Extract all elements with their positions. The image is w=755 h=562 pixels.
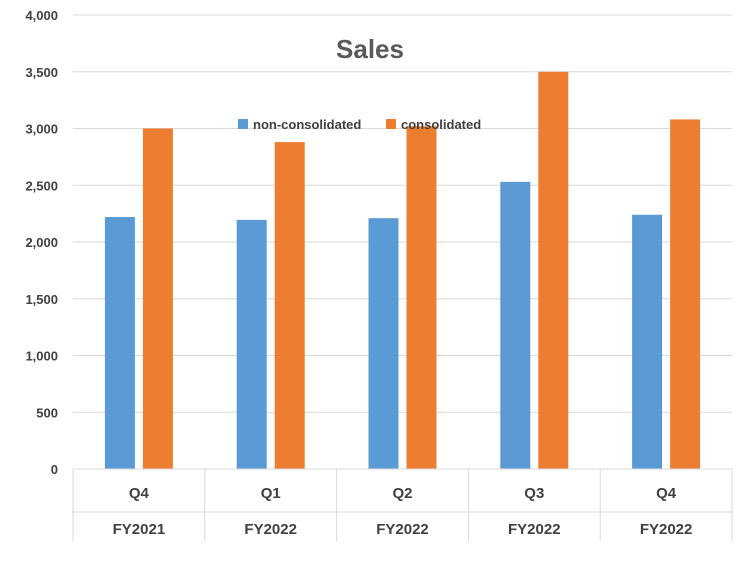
x-tick-label-year: FY2022 xyxy=(640,521,693,538)
y-axis-ticks: 0 500 1,000 1,500 2,000 2,500 3,000 3,500 4,000 xyxy=(25,8,58,477)
x-tick-label-quarter: Q1 xyxy=(261,485,281,502)
bars xyxy=(104,71,701,470)
bar-non-consolidated xyxy=(500,181,531,469)
x-tick-label-quarter: Q4 xyxy=(129,485,150,502)
y-tick-label: 2,000 xyxy=(25,235,58,250)
chart-title: Sales xyxy=(336,34,404,64)
x-tick-label-quarter: Q2 xyxy=(392,485,412,502)
y-tick-label: 500 xyxy=(36,405,58,420)
x-tick-label-quarter: Q3 xyxy=(524,485,544,502)
legend: non-consolidated consolidated xyxy=(238,117,481,132)
y-tick-label: 2,500 xyxy=(25,178,58,193)
legend-swatch-non-consolidated xyxy=(238,119,248,129)
bar-non-consolidated xyxy=(104,217,135,469)
bar-consolidated xyxy=(406,126,437,469)
gridlines xyxy=(73,14,732,413)
x-tick-label-quarter: Q4 xyxy=(656,485,677,502)
legend-label-consolidated: consolidated xyxy=(401,117,481,132)
y-tick-label: 4,000 xyxy=(25,8,58,23)
legend-label-non-consolidated: non-consolidated xyxy=(253,117,361,132)
bar-non-consolidated xyxy=(236,219,267,469)
x-tick-label-year: FY2022 xyxy=(508,521,561,538)
y-tick-label: 3,000 xyxy=(25,122,58,137)
x-tick-label-year: FY2022 xyxy=(376,521,429,538)
bar-consolidated xyxy=(538,71,569,469)
y-tick-label: 1,500 xyxy=(25,292,58,307)
x-tick-label-year: FY2022 xyxy=(244,521,297,538)
legend-swatch-consolidated xyxy=(386,119,396,129)
y-tick-label: 0 xyxy=(51,462,58,477)
bar-non-consolidated xyxy=(368,218,399,469)
bar-consolidated xyxy=(670,119,701,470)
bar-non-consolidated xyxy=(632,214,663,469)
bar-consolidated xyxy=(142,128,173,469)
bar-consolidated xyxy=(274,142,305,469)
y-tick-label: 3,500 xyxy=(25,65,58,80)
x-tick-label-year: FY2021 xyxy=(113,521,166,538)
y-tick-label: 1,000 xyxy=(25,349,58,364)
x-axis: Q4 FY2021 Q1 FY2022 Q2 FY2022 Q3 FY2022 Q4 FY2022 xyxy=(72,468,733,541)
